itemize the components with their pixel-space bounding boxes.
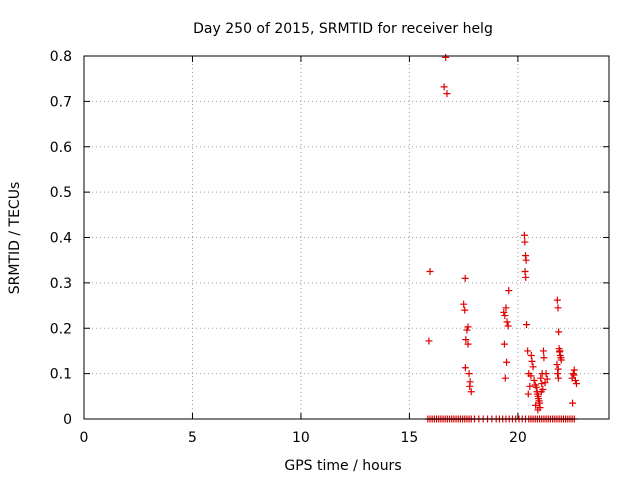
data-point — [464, 340, 472, 348]
data-point — [505, 287, 513, 295]
data-point — [521, 252, 529, 260]
data-point — [540, 354, 548, 362]
data-point — [461, 274, 469, 282]
data-point — [536, 404, 544, 412]
data-point — [539, 347, 547, 355]
data-point — [443, 90, 451, 98]
data-point — [557, 356, 565, 364]
x-axis-label: GPS time / hours — [284, 458, 401, 474]
x-tick-label: 10 — [292, 430, 310, 446]
data-point — [554, 304, 562, 312]
data-point — [569, 370, 577, 378]
data-point — [554, 370, 562, 378]
data-point — [467, 388, 475, 396]
data-point — [425, 337, 433, 345]
data-point — [524, 390, 532, 398]
data-point — [500, 340, 508, 348]
data-point — [460, 300, 468, 308]
data-point — [500, 308, 508, 316]
data-point — [553, 361, 561, 369]
data-point — [502, 304, 510, 312]
data-point — [555, 328, 563, 336]
data-point — [465, 370, 473, 378]
x-tick-label: 20 — [509, 430, 527, 446]
y-axis-label: SRMTID / TECUs — [7, 182, 23, 295]
y-tick-label: 0.2 — [50, 321, 72, 337]
data-point — [426, 268, 434, 276]
data-point — [532, 401, 540, 409]
data-point — [504, 322, 512, 330]
x-tick-label: 15 — [400, 430, 418, 446]
data-point — [523, 321, 531, 329]
chart-title: Day 250 of 2015, SRMTID for receiver hel… — [193, 21, 493, 37]
data-point — [572, 380, 580, 388]
data-point — [462, 336, 470, 344]
data-point — [537, 388, 545, 396]
data-point — [554, 374, 562, 382]
data-point — [520, 231, 528, 239]
y-tick-label: 0 — [63, 412, 72, 428]
data-point — [538, 380, 546, 388]
y-tick-label: 0.6 — [50, 140, 72, 156]
data-point — [553, 296, 561, 304]
data-point — [522, 256, 530, 264]
x-tick-label: 5 — [188, 430, 197, 446]
data-point — [541, 379, 549, 387]
plot-frame — [83, 55, 610, 420]
data-point — [503, 318, 511, 326]
data-point — [501, 312, 509, 320]
data-point — [503, 358, 511, 366]
data-point — [527, 351, 535, 359]
data-point — [530, 376, 538, 384]
data-point — [521, 238, 529, 246]
data-point — [524, 347, 532, 355]
data-point — [526, 382, 534, 390]
data-point — [527, 372, 535, 380]
data-point — [532, 383, 540, 391]
y-tick-label: 0.5 — [50, 185, 72, 201]
data-point — [529, 363, 537, 371]
y-tick-label: 0.7 — [50, 94, 72, 110]
y-tick-label: 0.3 — [50, 276, 72, 292]
data-point — [461, 364, 469, 372]
data-points — [424, 53, 580, 423]
data-point — [537, 374, 545, 382]
data-point — [570, 371, 578, 379]
data-point — [442, 53, 450, 61]
x-tick-label: 0 — [80, 430, 89, 446]
grid-lines — [84, 56, 609, 419]
y-tick-label: 0.1 — [50, 367, 72, 383]
data-point — [521, 268, 529, 276]
data-point — [440, 83, 448, 91]
data-point — [569, 399, 577, 407]
data-point — [522, 273, 530, 281]
data-point — [554, 365, 562, 373]
data-point — [571, 376, 579, 384]
data-point — [461, 306, 469, 314]
data-point — [463, 326, 471, 334]
axes: 0 0.1 0.2 0.3 0.4 0.5 0.6 0.7 0.8 0 5 10 15 20 — [50, 49, 610, 446]
y-tick-label: 0.8 — [50, 49, 72, 65]
data-point — [528, 357, 536, 365]
data-point — [556, 347, 564, 355]
y-tick-label: 0.4 — [50, 231, 72, 247]
data-point — [542, 370, 550, 378]
data-point — [464, 323, 472, 331]
data-point — [501, 374, 509, 382]
data-point — [466, 382, 474, 390]
data-point — [543, 375, 551, 383]
